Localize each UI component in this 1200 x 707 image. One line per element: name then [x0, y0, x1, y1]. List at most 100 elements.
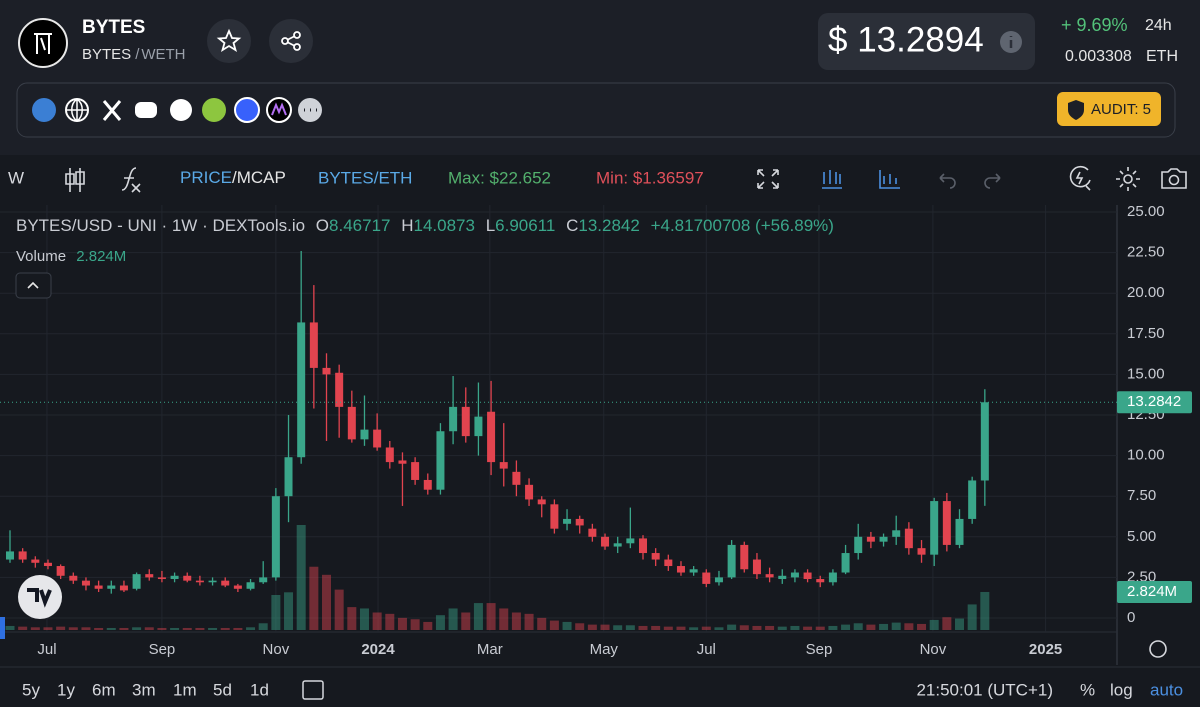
- volume-bar: [5, 625, 15, 630]
- candle-body: [233, 585, 242, 589]
- volume-bar: [663, 626, 673, 630]
- tv-logo[interactable]: [18, 575, 62, 619]
- volume-bar: [815, 626, 825, 630]
- dextools-link[interactable]: [32, 98, 56, 122]
- share-button[interactable]: [269, 19, 313, 63]
- volume-bar: [435, 615, 445, 630]
- volume-bar: [638, 625, 648, 630]
- x-tick-label: May: [590, 641, 619, 658]
- x-tick-label: Sep: [149, 641, 176, 658]
- reddit-link[interactable]: [170, 99, 192, 121]
- favorite-button[interactable]: [207, 19, 251, 63]
- axes: 02.505.007.5010.0012.5015.0017.5020.0022…: [0, 203, 1192, 658]
- candle-body: [537, 499, 546, 505]
- range-button[interactable]: 3m: [132, 680, 156, 699]
- volume-bar: [803, 626, 813, 630]
- range-button[interactable]: 1d: [250, 680, 269, 699]
- volume-bar: [296, 525, 306, 630]
- last-price-label: 13.2842: [1127, 393, 1181, 410]
- scale-settings[interactable]: [1149, 640, 1167, 658]
- other-glyph: [271, 102, 287, 116]
- fullscreen-icon[interactable]: [757, 169, 779, 189]
- fx-icon[interactable]: [121, 167, 141, 193]
- volume-bar: [499, 608, 509, 630]
- range-button[interactable]: 6m: [92, 680, 116, 699]
- volume-bar: [967, 604, 977, 630]
- range-button[interactable]: 5d: [213, 680, 232, 699]
- links-bar: [16, 82, 1176, 138]
- candle-body: [195, 580, 204, 583]
- range-button[interactable]: 1y: [57, 680, 75, 699]
- volume-bar: [613, 625, 623, 630]
- volume-bar: [828, 625, 838, 630]
- candle-body: [322, 367, 331, 375]
- volume-bar: [372, 612, 382, 630]
- price-mcap-toggle[interactable]: PRICE/MCAP: [180, 168, 286, 187]
- candle-body: [107, 585, 116, 589]
- volume-bar: [891, 622, 901, 630]
- redo-icon[interactable]: [984, 173, 1001, 189]
- volume-bar: [790, 625, 800, 630]
- price-mode[interactable]: PRICE: [180, 168, 232, 187]
- y-tick-label: 0: [1127, 609, 1135, 626]
- log-toggle[interactable]: log: [1110, 680, 1133, 699]
- candle-body: [385, 447, 394, 463]
- candle-body: [145, 574, 154, 578]
- candle-body: [702, 572, 711, 584]
- alert-icon[interactable]: [1069, 165, 1091, 191]
- bars-icon[interactable]: [822, 170, 842, 189]
- volume-bar: [132, 627, 142, 630]
- candle-body: [94, 585, 103, 589]
- candle-body: [892, 530, 901, 537]
- candle-body: [930, 501, 939, 555]
- cmc-link[interactable]: [234, 97, 260, 123]
- candle-body: [942, 501, 951, 545]
- auto-toggle[interactable]: auto: [1150, 680, 1183, 699]
- y-tick-label: 22.50: [1127, 244, 1165, 261]
- percent-toggle[interactable]: %: [1080, 680, 1095, 699]
- pair: BYTES / WETH: [82, 46, 186, 63]
- interval[interactable]: W: [8, 168, 24, 187]
- mcap-mode[interactable]: /MCAP: [232, 168, 286, 187]
- candle-body: [714, 577, 723, 583]
- x-link[interactable]: [102, 100, 122, 121]
- legend-open: 8.46717: [329, 216, 390, 235]
- volume-bar: [448, 608, 458, 630]
- chart-legend: BYTES/USD - UNI · 1W · DEXTools.io O8.46…: [16, 216, 834, 235]
- volume-bar: [701, 626, 711, 630]
- coingecko-link[interactable]: [202, 98, 226, 122]
- range-button[interactable]: 1m: [173, 680, 197, 699]
- volume-bar: [182, 627, 192, 630]
- candle-body: [727, 544, 736, 578]
- volume-bar: [322, 574, 332, 630]
- range-button[interactable]: 5y: [22, 680, 40, 699]
- candles-icon[interactable]: [65, 168, 85, 192]
- range-buttons: 5y 1y 6m 3m 1m 5d 1d: [22, 680, 269, 699]
- volume-bar: [56, 626, 66, 630]
- volume-bar: [309, 566, 319, 630]
- volume-icon[interactable]: [879, 170, 900, 189]
- audit-badge[interactable]: [1057, 92, 1161, 126]
- candle-body: [297, 322, 306, 458]
- candle-body: [879, 536, 888, 542]
- settings-icon[interactable]: [1123, 174, 1133, 184]
- share-icon: [281, 31, 301, 51]
- collapse-button[interactable]: [15, 272, 52, 299]
- pair-quote: WETH: [141, 46, 185, 63]
- candle-body: [373, 429, 382, 448]
- candle-body: [752, 559, 761, 575]
- shield-icon: [1068, 100, 1084, 120]
- camera-icon[interactable]: [1161, 168, 1187, 189]
- candle-body: [968, 480, 977, 519]
- pair-toggle[interactable]: BYTES/ETH: [318, 168, 412, 187]
- y-tick-label: 5.00: [1127, 528, 1156, 545]
- legend-change: +4.81700708 (+56.89%): [651, 216, 834, 235]
- undo-icon[interactable]: [939, 173, 956, 189]
- price-change: + 9.69%: [1061, 15, 1128, 35]
- discord-link[interactable]: [135, 102, 157, 118]
- volume-bar: [853, 623, 863, 630]
- date-range-icon[interactable]: [302, 680, 324, 700]
